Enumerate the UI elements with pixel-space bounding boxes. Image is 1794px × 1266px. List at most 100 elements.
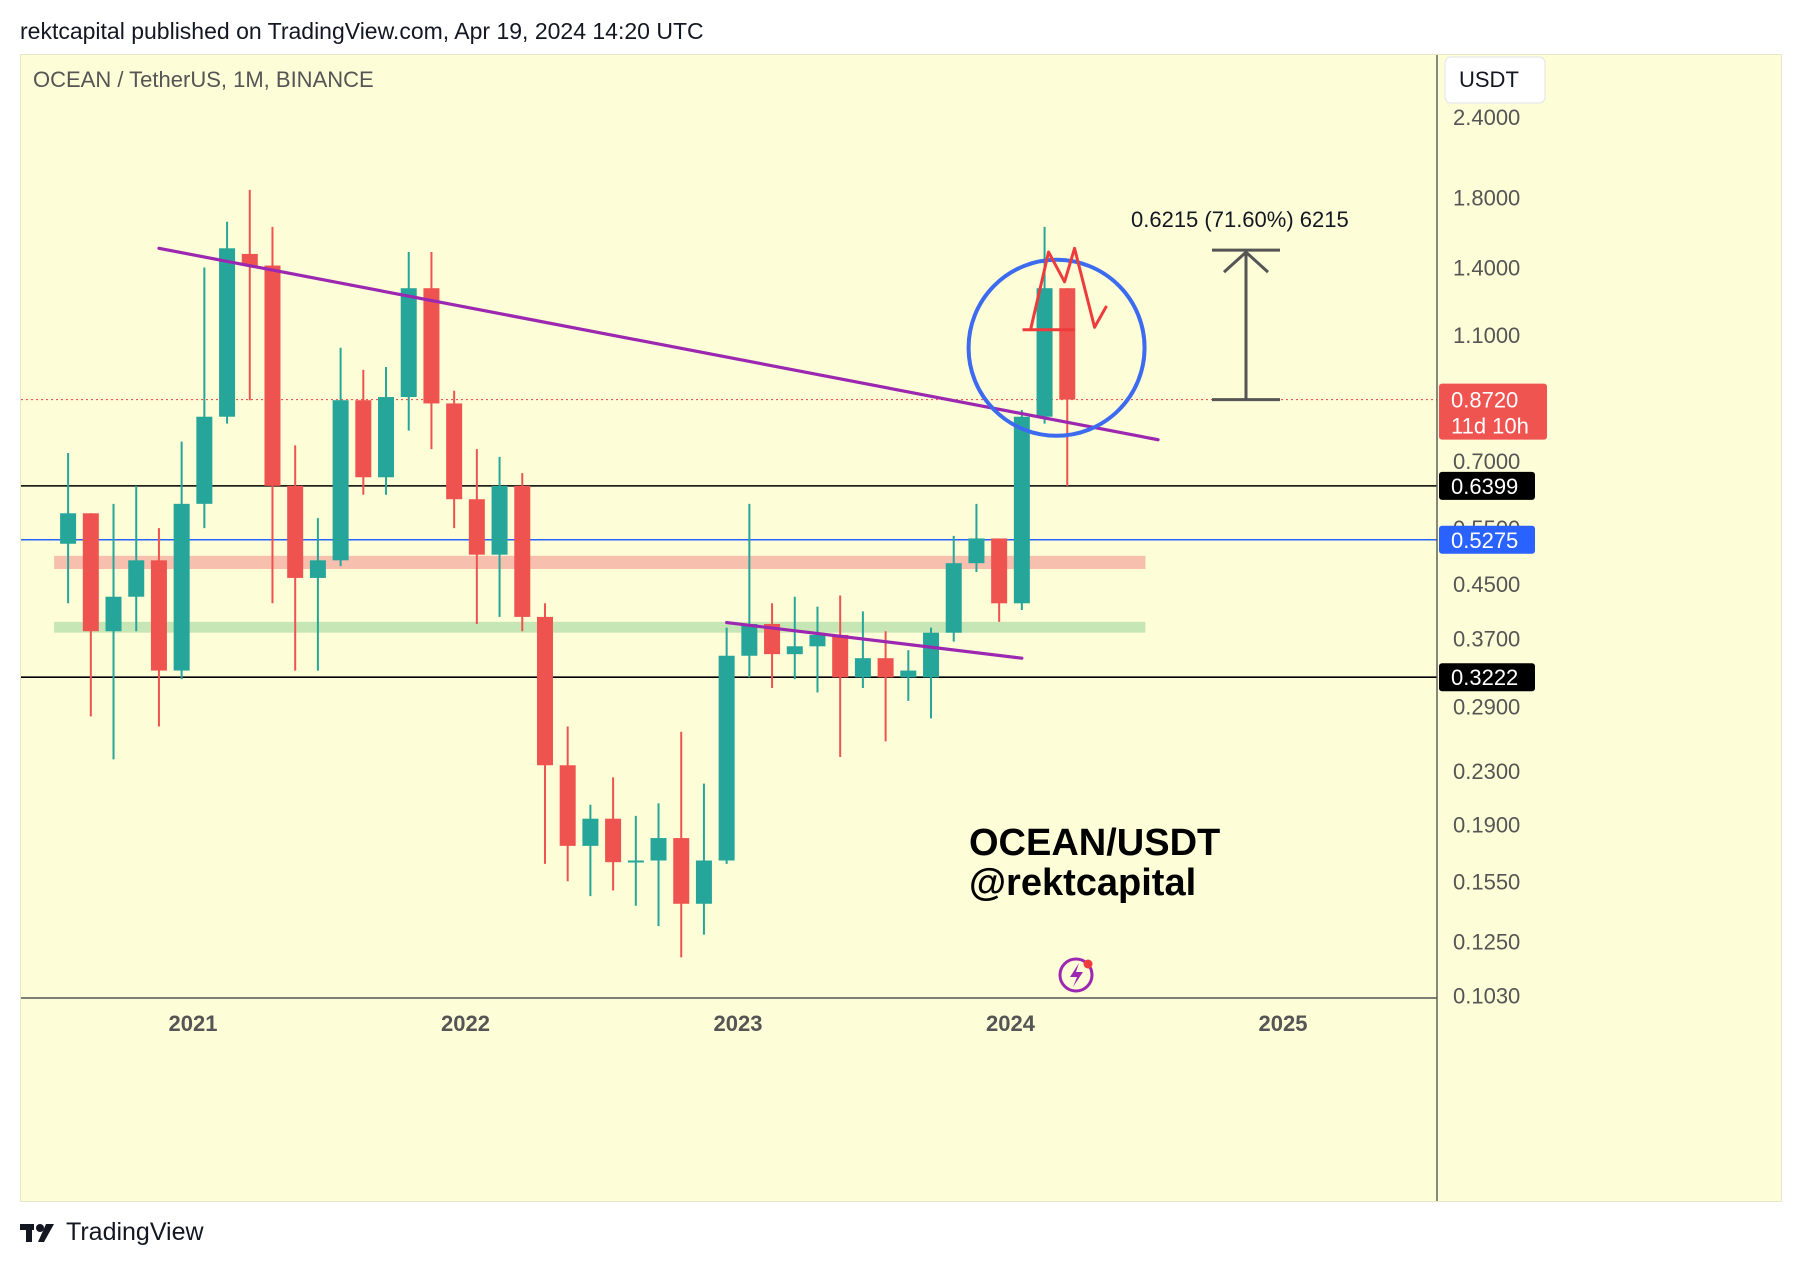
upper-support-price-tag (1439, 471, 1535, 500)
candle-2023-09[interactable] (923, 627, 940, 719)
candle-body (446, 403, 463, 500)
price-tick-label: 1.4000 (1453, 256, 1520, 281)
candle-2021-11[interactable] (423, 252, 440, 450)
candle-2022-02[interactable] (491, 456, 508, 617)
price-tick-label: 1.8000 (1453, 185, 1520, 210)
candle-2023-02[interactable] (764, 603, 781, 688)
price-tick-label: 0.3700 (1453, 627, 1520, 652)
candle-2020-07[interactable] (60, 452, 77, 604)
candle-body (854, 658, 871, 678)
candle-2021-10[interactable] (400, 252, 417, 431)
candle-body (150, 560, 167, 671)
measure-label: 0.6215 (71.60%) 6215 (1131, 207, 1349, 232)
candle-2023-12[interactable] (991, 538, 1008, 622)
candle-body (605, 818, 622, 863)
candle-2020-11[interactable] (150, 528, 167, 727)
candle-body (832, 634, 849, 678)
tradingview-logo-icon (20, 1223, 54, 1242)
candle-body (968, 538, 985, 564)
candle-2021-04[interactable] (264, 226, 281, 604)
candle-2021-03[interactable] (241, 189, 258, 401)
candle-body (128, 560, 145, 597)
candle-2020-12[interactable] (173, 441, 190, 680)
candle-2024-03[interactable] (1059, 288, 1076, 486)
time-tick-label: 2021 (169, 1011, 218, 1036)
watermark-text-1: @rektcapital (969, 862, 1196, 904)
candle-2023-05[interactable] (832, 595, 849, 758)
candle-body (1013, 416, 1030, 604)
candle-body (423, 288, 440, 404)
candle-2021-05[interactable] (287, 445, 304, 671)
candle-body (514, 485, 531, 617)
candle-body (309, 560, 326, 578)
candle-2022-07[interactable] (605, 777, 622, 891)
current-price-value: 0.8720 (1451, 388, 1518, 413)
candle-2021-07[interactable] (332, 347, 349, 567)
candle-body (173, 503, 190, 671)
candle-body (219, 248, 236, 417)
candle-2022-05[interactable] (559, 726, 576, 882)
currency-button[interactable]: USDT (1444, 56, 1546, 104)
current-price-countdown: 11d 10h (1451, 414, 1529, 439)
lightning-bolt (1070, 963, 1083, 987)
measure-arrowhead (1222, 250, 1270, 274)
candle-2021-06[interactable] (309, 518, 326, 671)
lightning-icon[interactable] (1058, 957, 1094, 993)
candle-2022-06[interactable] (582, 804, 599, 897)
candle-body (241, 253, 258, 266)
time-tick-label: 2022 (441, 1011, 490, 1036)
candle-2022-09[interactable] (650, 803, 667, 927)
candle-body (536, 616, 553, 766)
red-zone (54, 555, 1146, 569)
candle-body (82, 513, 99, 632)
candle-2020-09[interactable] (105, 503, 122, 760)
price-tick-label: 0.1030 (1453, 983, 1520, 1008)
candle-2021-09[interactable] (378, 367, 395, 495)
candle-2023-01[interactable] (741, 503, 758, 678)
current-price-tag (1439, 383, 1547, 440)
candle-body (945, 563, 962, 633)
candle-body (809, 634, 826, 647)
candle-2021-01[interactable] (196, 267, 213, 529)
price-tick-label: 0.1900 (1453, 813, 1520, 838)
candle-body (877, 658, 894, 678)
candle-2023-11[interactable] (968, 503, 985, 572)
candle-2023-04[interactable] (809, 606, 826, 693)
candle-body (718, 655, 735, 861)
candle-2022-12[interactable] (718, 627, 735, 864)
candle-body (1036, 288, 1053, 417)
candle-2021-08[interactable] (355, 369, 372, 495)
candle-body (741, 623, 758, 656)
candle-2021-02[interactable] (219, 221, 236, 424)
tradingview-footer[interactable]: TradingView (20, 1218, 204, 1247)
chart-panel[interactable]: 0.6215 (71.60%) 6215 OCEAN / TetherUS, 1M… (20, 54, 1782, 1202)
candle-2022-10[interactable] (673, 731, 690, 958)
candle-2022-11[interactable] (695, 783, 712, 935)
candle-2020-08[interactable] (82, 513, 99, 717)
candle-2020-10[interactable] (128, 485, 145, 632)
candle-body (378, 397, 395, 478)
trendlines-layer (157, 246, 1160, 660)
candle-2023-06[interactable] (854, 611, 871, 688)
candle-body (60, 513, 77, 544)
candle-2023-10[interactable] (945, 535, 962, 642)
candle-2021-12[interactable] (446, 390, 463, 529)
candlestick-chart[interactable]: 0.6215 (71.60%) 6215 OCEAN / TetherUS, 1M… (21, 55, 1781, 1201)
candle-body (991, 538, 1008, 604)
candle-2023-07[interactable] (877, 631, 894, 742)
green-zone (54, 621, 1146, 633)
candle-2023-03[interactable] (786, 596, 803, 680)
candle-2024-01[interactable] (1013, 410, 1030, 611)
annotations-layer: 0.6215 (71.60%) 6215 OCEAN / TetherUS, 1M… (33, 67, 1349, 993)
candle-2022-03[interactable] (514, 473, 531, 632)
price-tick-label: 0.2900 (1453, 695, 1520, 720)
retest-arrow (1029, 246, 1108, 331)
currency-button-label: USDT (1459, 67, 1519, 92)
candle-2023-08[interactable] (900, 650, 917, 701)
candle-2022-08[interactable] (627, 815, 644, 906)
candle-2022-01[interactable] (468, 449, 485, 624)
price-tick-label: 0.2300 (1453, 759, 1520, 784)
time-tick-label: 2025 (1259, 1011, 1308, 1036)
time-tick-label: 2024 (986, 1011, 1036, 1036)
candle-2022-04[interactable] (536, 603, 553, 864)
